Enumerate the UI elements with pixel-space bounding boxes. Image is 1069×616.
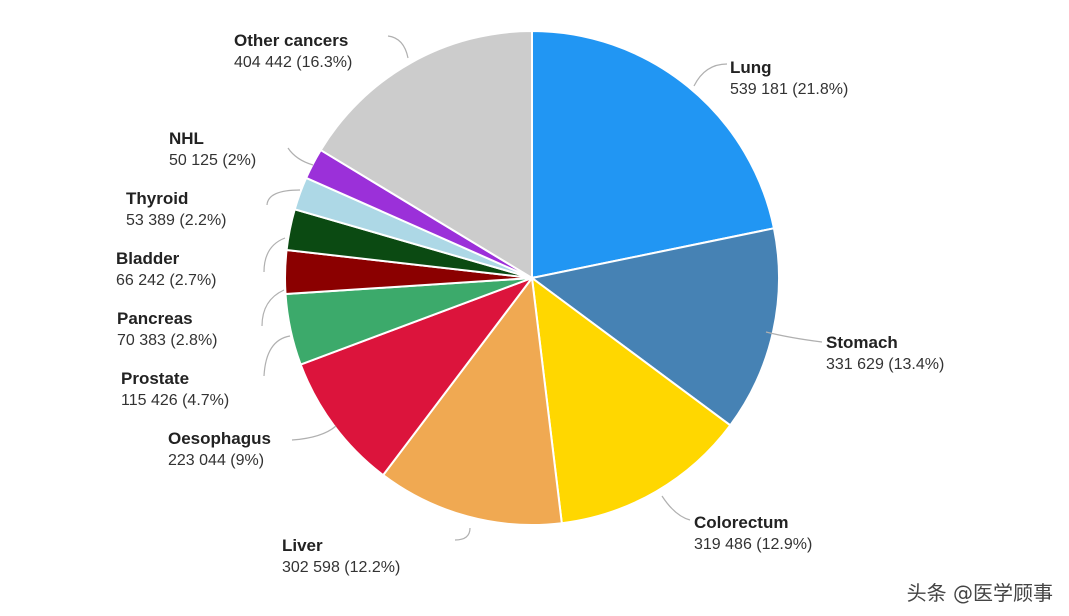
pie-slices bbox=[284, 29, 780, 526]
slice-name-label: Prostate bbox=[121, 369, 189, 388]
leader-line bbox=[291, 425, 337, 441]
leader-lines bbox=[261, 35, 823, 541]
slice-value-label: 319 486 (12.9%) bbox=[694, 536, 812, 553]
slice-value-label: 50 125 (2%) bbox=[169, 152, 256, 169]
leader-line bbox=[661, 495, 691, 521]
leader-line bbox=[266, 189, 301, 206]
watermark: 头条 @医学顾事 bbox=[906, 581, 1053, 605]
slice-name-label: Colorectum bbox=[694, 513, 788, 532]
slice-value-label: 539 181 (21.8%) bbox=[730, 81, 848, 98]
leader-line bbox=[263, 335, 291, 377]
slice-name-label: Pancreas bbox=[117, 309, 193, 328]
slice-value-label: 70 383 (2.8%) bbox=[117, 332, 218, 349]
leader-line bbox=[263, 237, 286, 273]
leader-line bbox=[693, 63, 728, 87]
slice-labels: Lung 539 181 (21.8%) Stomach 331 629 (13.4%… bbox=[116, 31, 944, 576]
slice-value-label: 66 242 (2.7%) bbox=[116, 272, 217, 289]
slice-value-label: 53 389 (2.2%) bbox=[126, 212, 227, 229]
pie-slice-stomach bbox=[529, 227, 780, 427]
slice-name-label: Lung bbox=[730, 58, 772, 77]
pie-slice-oesophagus bbox=[299, 275, 535, 477]
pie-slice-lung bbox=[531, 29, 776, 280]
leader-line bbox=[454, 527, 471, 541]
slice-value-label: 331 629 (13.4%) bbox=[826, 356, 944, 373]
slice-value-label: 404 442 (16.3%) bbox=[234, 54, 352, 71]
slice-value-label: 223 044 (9%) bbox=[168, 452, 264, 469]
pie-slice-colorectum bbox=[530, 275, 732, 525]
slice-value-label: 115 426 (4.7%) bbox=[121, 392, 229, 409]
pie-slice-other-cancers bbox=[319, 29, 533, 280]
slice-name-label: Bladder bbox=[116, 249, 180, 268]
slice-name-label: Stomach bbox=[826, 333, 898, 352]
slice-name-label: Other cancers bbox=[234, 31, 348, 50]
pie-slice-liver bbox=[381, 275, 563, 526]
slice-name-label: Oesophagus bbox=[168, 429, 271, 448]
slice-name-label: NHL bbox=[169, 129, 204, 148]
slice-name-label: Liver bbox=[282, 536, 323, 555]
leader-line bbox=[765, 331, 823, 343]
leader-line bbox=[261, 289, 285, 327]
leader-line bbox=[387, 35, 409, 59]
leader-line bbox=[287, 147, 314, 166]
slice-name-label: Thyroid bbox=[126, 189, 188, 208]
slice-value-label: 302 598 (12.2%) bbox=[282, 559, 400, 576]
